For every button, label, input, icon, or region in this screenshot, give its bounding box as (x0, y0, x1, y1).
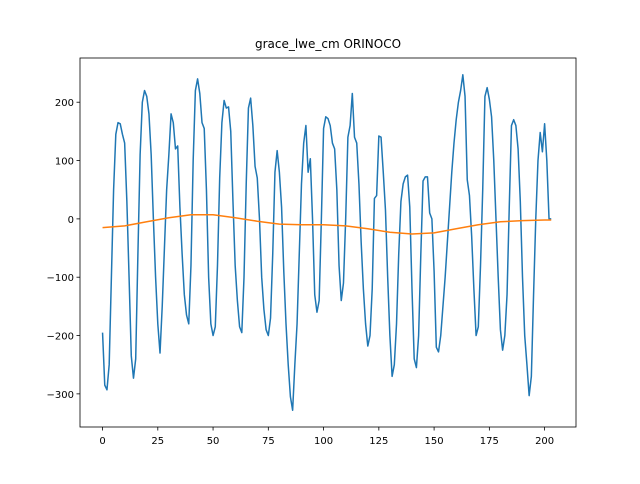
x-tick-label: 50 (207, 436, 220, 447)
chart-title: grace_lwe_cm ORINOCO (255, 37, 401, 51)
x-tick-label: 100 (314, 436, 333, 447)
x-tick-label: 125 (369, 436, 388, 447)
x-tick-label: 150 (425, 436, 444, 447)
y-tick-label: −100 (47, 273, 74, 284)
y-tick-label: 200 (55, 98, 74, 109)
x-tick-label: 75 (262, 436, 275, 447)
plot-frame (79, 57, 577, 428)
y-tick-label: −200 (47, 332, 74, 343)
y-tick-label: 0 (68, 215, 74, 226)
x-tick-label: 200 (535, 436, 554, 447)
line (101, 74, 552, 411)
x-tick-label: 25 (151, 436, 164, 447)
x-tick-label: 0 (99, 436, 105, 447)
y-tick-label: −300 (47, 390, 74, 401)
x-tick-label: 175 (480, 436, 499, 447)
line (102, 214, 552, 235)
y-tick-label: 100 (55, 157, 74, 168)
